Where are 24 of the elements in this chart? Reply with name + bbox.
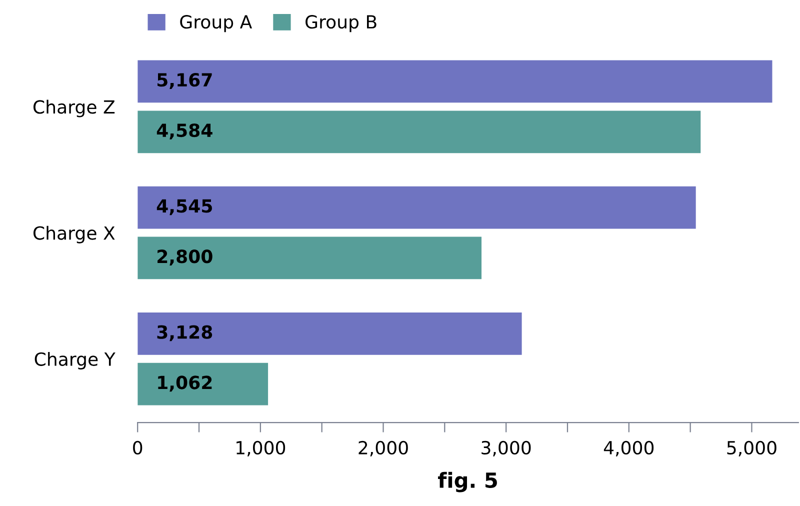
data-label: 4,545 [156, 199, 212, 216]
bar [138, 236, 482, 280]
data-label: 3,128 [157, 325, 212, 342]
bar [138, 60, 772, 103]
bar [138, 362, 268, 406]
data-label: 4,584 [156, 123, 212, 140]
legend-label: Group A [180, 15, 252, 32]
x-tick-label: 0 [133, 440, 142, 455]
x-tick-label: 5,000 [727, 440, 776, 456]
bar [138, 312, 522, 355]
x-tick-label: 1,000 [236, 440, 286, 456]
legend-label: Group B [306, 15, 376, 32]
y-tick-label: Charge Y [34, 352, 116, 370]
x-axis-title: fig. 5 [438, 472, 497, 492]
x-tick-label: 2,000 [358, 440, 408, 456]
x-tick-label: 4,000 [604, 440, 654, 456]
y-tick-label: Charge Z [33, 100, 115, 118]
x-tick-label: 3,000 [482, 440, 531, 456]
data-label: 1,062 [158, 376, 212, 392]
data-label: 5,167 [157, 73, 212, 89]
bar [138, 186, 696, 229]
y-tick-label: Charge X [33, 226, 115, 244]
bar [138, 110, 701, 154]
data-label: 2,800 [158, 250, 212, 266]
